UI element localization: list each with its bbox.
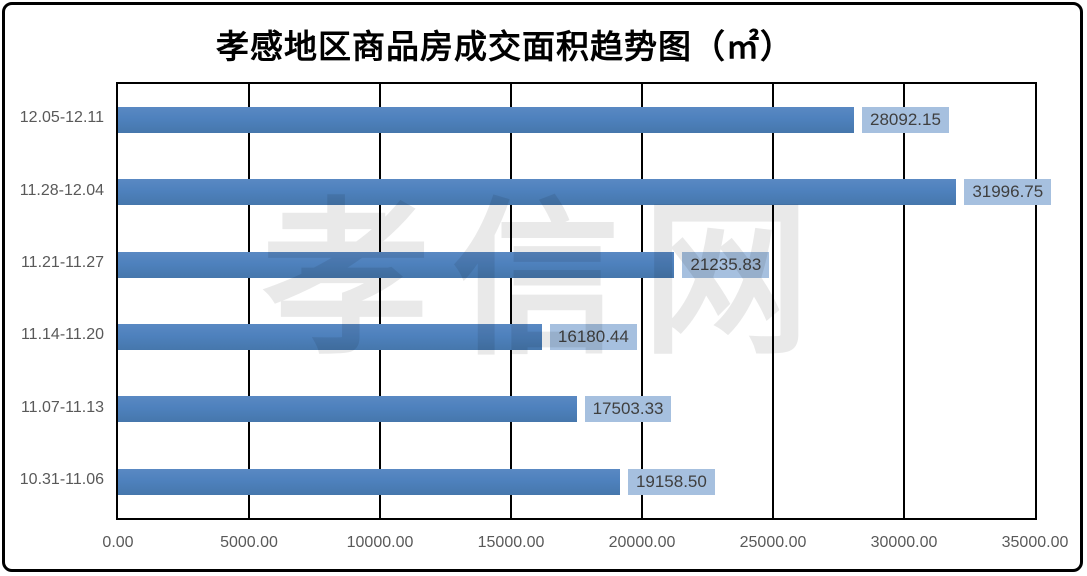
data-bar xyxy=(118,324,542,351)
bar-row: 28092.15 xyxy=(118,84,1035,156)
x-axis-label: 5000.00 xyxy=(220,534,278,551)
bar-row: 16180.44 xyxy=(118,301,1035,373)
x-axis-label: 15000.00 xyxy=(477,534,545,551)
gridline xyxy=(641,84,643,518)
data-bar xyxy=(118,251,675,278)
y-axis: 12.05-12.11 11.28-12.04 11.21-11.27 11.14-1… xyxy=(0,82,104,520)
gridline xyxy=(248,84,250,518)
data-bar xyxy=(118,396,577,423)
value-label: 16180.44 xyxy=(549,324,637,351)
value-label: 17503.33 xyxy=(584,396,672,423)
x-axis-label: 10000.00 xyxy=(346,534,414,551)
x-axis: 0.00 5000.00 10000.00 15000.00 20000.00 25000… xyxy=(0,534,1087,558)
y-axis-label: 12.05-12.11 xyxy=(19,109,104,127)
bar-row: 17503.33 xyxy=(118,373,1035,445)
bar-row: 19158.50 xyxy=(118,446,1035,518)
value-label: 28092.15 xyxy=(862,107,949,134)
data-bar xyxy=(118,179,957,206)
value-label: 21235.83 xyxy=(682,251,770,278)
y-axis-label: 11.14-11.20 xyxy=(20,326,104,344)
data-bar xyxy=(118,107,854,134)
bar-row: 31996.75 xyxy=(118,156,1052,228)
x-axis-label: 20000.00 xyxy=(608,534,676,551)
chart-title: 孝感地区商品房成交面积趋势图（㎡） xyxy=(216,27,794,66)
gridline xyxy=(379,84,381,518)
y-axis-label: 11.21-11.27 xyxy=(20,253,104,271)
value-label: 31996.75 xyxy=(964,179,1052,206)
x-axis-label: 35000.00 xyxy=(1001,534,1069,551)
data-bar xyxy=(118,468,620,495)
y-axis-label: 10.31-11.06 xyxy=(19,470,104,488)
gridline xyxy=(772,84,774,518)
gridline xyxy=(903,84,905,518)
y-axis-label: 11.28-12.04 xyxy=(19,181,104,199)
x-axis-label: 25000.00 xyxy=(739,534,807,551)
value-label: 19158.50 xyxy=(627,468,715,495)
gridline xyxy=(510,84,512,518)
y-axis-label: 11.07-11.13 xyxy=(20,398,104,416)
plot-area: 28092.15 31996.75 21235.83 16180.44 17503.33… xyxy=(116,82,1052,520)
x-axis-label: 0.00 xyxy=(102,534,134,551)
x-axis-label: 30000.00 xyxy=(870,534,938,551)
bar-row: 21235.83 xyxy=(118,229,1035,301)
